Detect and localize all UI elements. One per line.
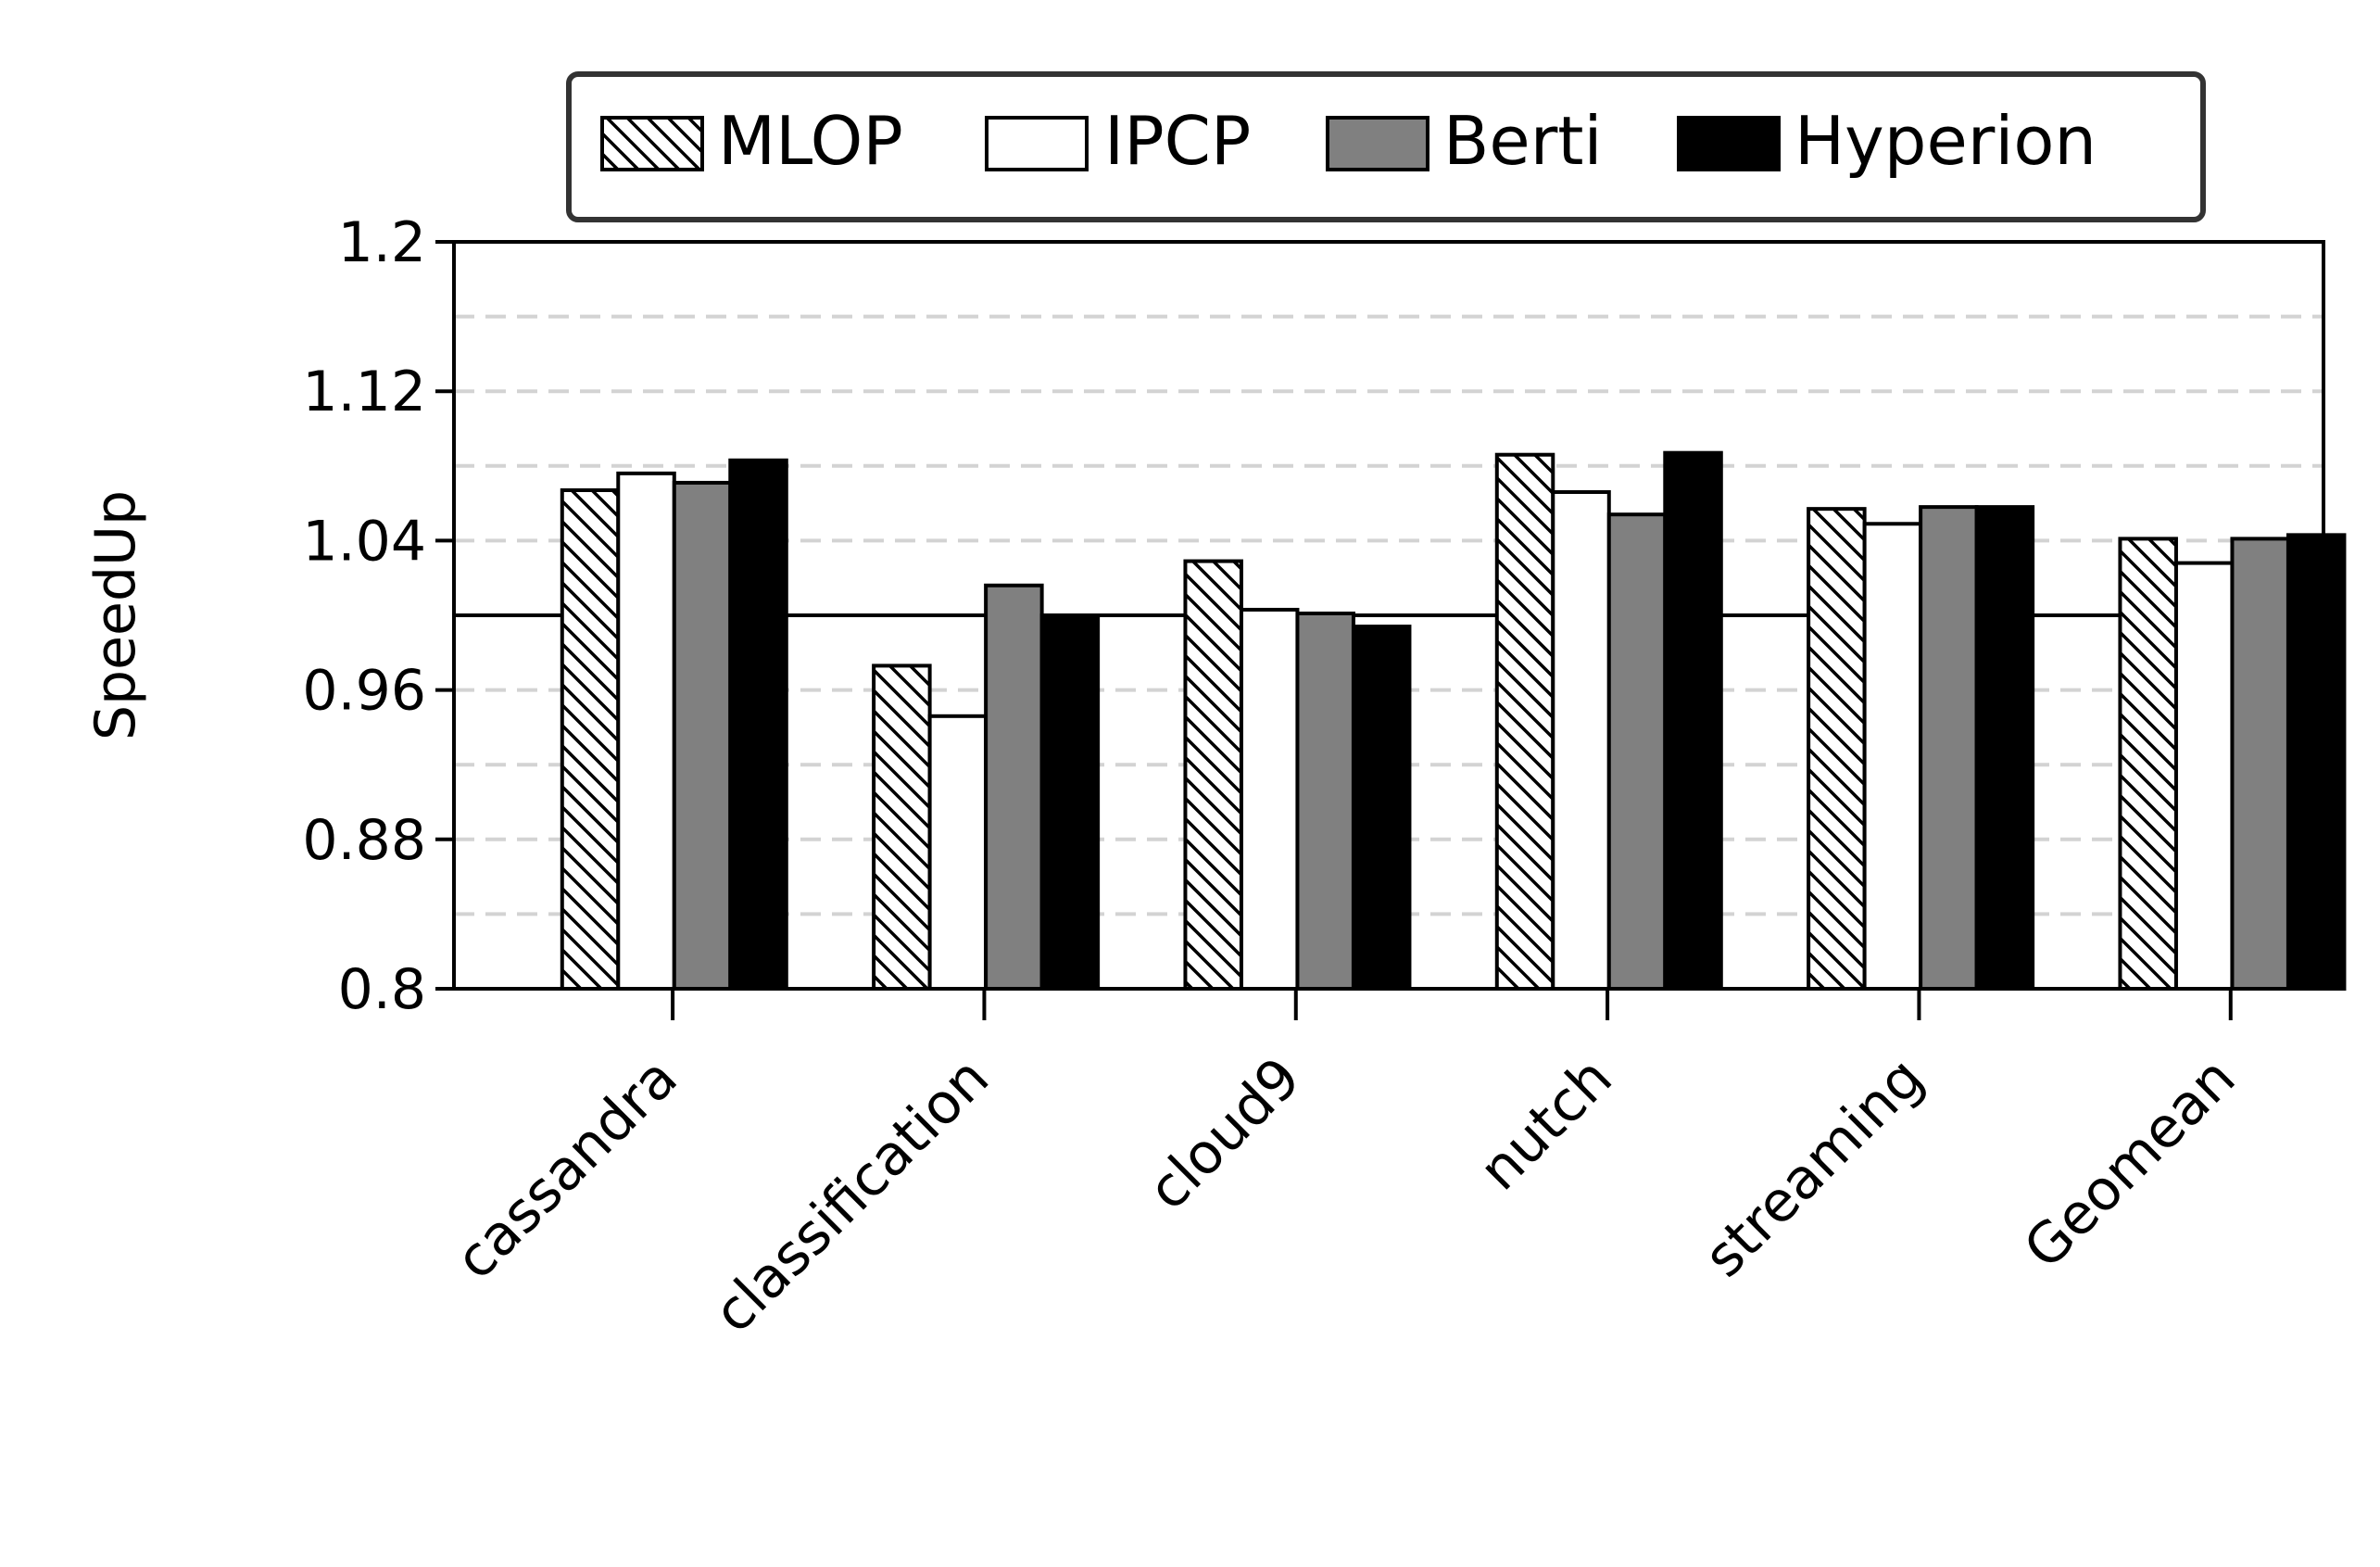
bar-hyperion-streaming: [1974, 505, 2035, 991]
bar-berti-nutch: [1606, 512, 1668, 991]
bar-mlop-cassandra: [560, 487, 621, 991]
bar-mlop-geomean: [2118, 537, 2178, 991]
x-tick-label: cassandra: [443, 1045, 689, 1292]
legend-swatch-hyperion: [1677, 116, 1781, 171]
legend-label-ipcp: IPCP: [1104, 102, 1251, 180]
y-axis-label: SpeedUp: [83, 490, 148, 740]
x-tick-label: cloud9: [1136, 1045, 1313, 1222]
y-tick-label: 1.2: [338, 210, 426, 275]
bar-berti-cassandra: [672, 480, 733, 991]
x-tick-label: nutch: [1467, 1045, 1625, 1203]
bar-berti-geomean: [2230, 537, 2290, 991]
bar-berti-classification: [984, 583, 1044, 991]
y-axis: 0.8 0.88 0.96 1.04 1.12 1.2: [302, 210, 454, 1022]
bar-hyperion-nutch: [1663, 450, 1723, 991]
legend-swatch-berti: [1326, 116, 1429, 171]
bar-hyperion-cloud9: [1351, 625, 1412, 992]
bar-ipcp-streaming: [1862, 522, 1923, 991]
bar-berti-streaming: [1919, 505, 1979, 991]
y-tick-label: 1.04: [302, 509, 426, 574]
bar-mlop-nutch: [1494, 452, 1555, 991]
bar-hyperion-classification: [1039, 613, 1101, 991]
y-tick-label: 1.12: [302, 360, 426, 424]
bar-mlop-classification: [872, 663, 932, 992]
bar-ipcp-cloud9: [1239, 607, 1300, 992]
bars: [560, 450, 2347, 992]
y-tick-label: 0.88: [302, 808, 426, 873]
legend-label-mlop: MLOP: [718, 102, 903, 180]
bar-ipcp-geomean: [2173, 561, 2235, 992]
legend: MLOP IPCP Berti Hyperion: [566, 71, 2206, 222]
bar-mlop-streaming: [1807, 507, 1867, 991]
x-tick-label: streaming: [1692, 1045, 1936, 1290]
y-tick-label: 0.8: [338, 957, 426, 1022]
y-tick-label: 0.96: [302, 659, 426, 724]
bar-hyperion-geomean: [2286, 533, 2347, 991]
legend-label-hyperion: Hyperion: [1794, 102, 2097, 180]
bar-ipcp-classification: [927, 714, 989, 991]
bar-berti-cloud9: [1295, 611, 1355, 991]
bar-mlop-cloud9: [1183, 559, 1243, 991]
x-tick-label: Geomean: [2012, 1045, 2248, 1282]
x-axis: cassandra classification cloud9 nutch stream…: [443, 989, 2248, 1346]
legend-swatch-ipcp: [985, 116, 1089, 171]
plot-frame: [452, 240, 2325, 991]
bar-ipcp-cassandra: [616, 471, 676, 991]
legend-label-berti: Berti: [1443, 102, 1603, 180]
bar-hyperion-cassandra: [728, 458, 788, 991]
x-tick-label: classification: [701, 1045, 1001, 1346]
legend-swatch-mlop: [600, 116, 704, 171]
bar-ipcp-nutch: [1551, 490, 1611, 991]
